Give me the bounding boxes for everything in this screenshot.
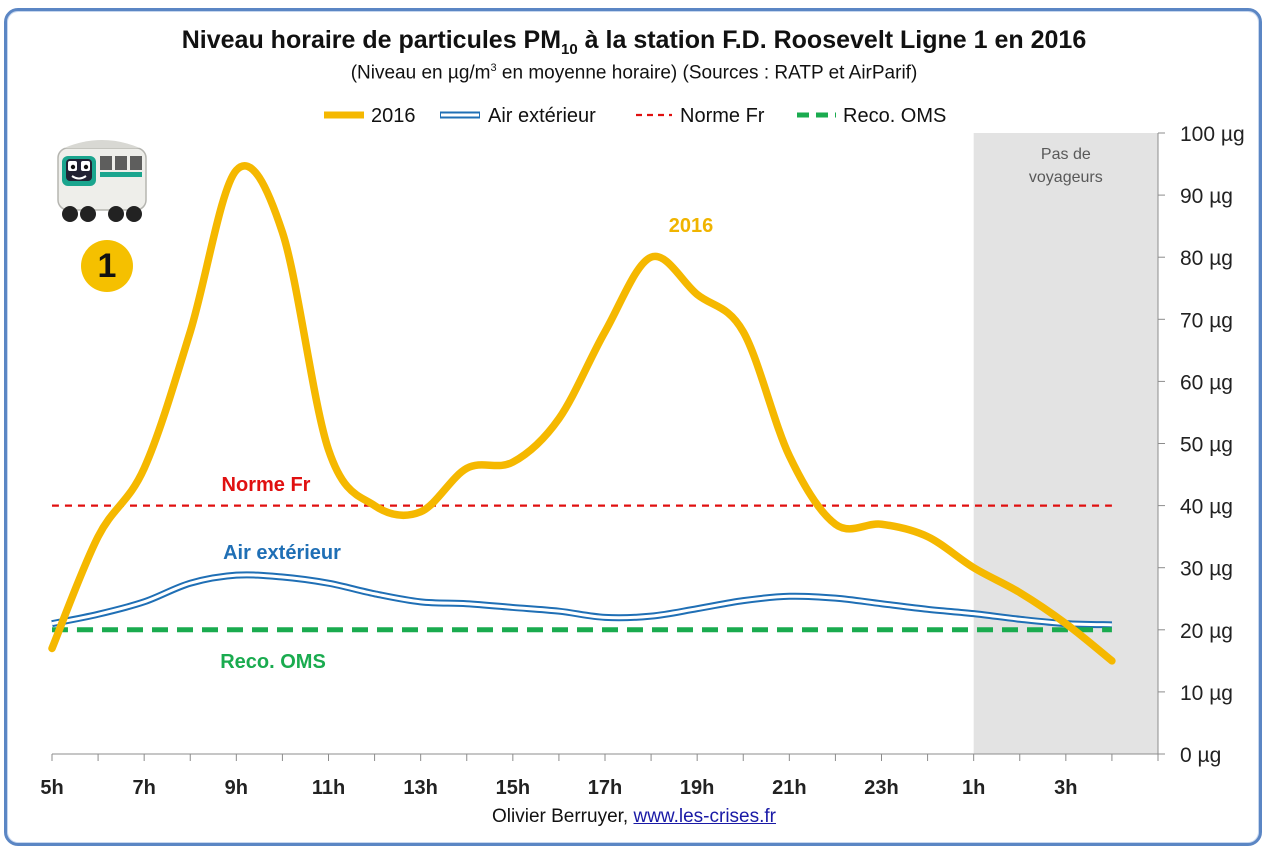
x-tick-label: 3h bbox=[1054, 777, 1077, 799]
x-tick-label: 7h bbox=[132, 777, 155, 799]
series-2016-label: 2016 bbox=[669, 215, 714, 237]
y-tick-label: 10 µg bbox=[1180, 682, 1233, 705]
x-tick-label: 1h bbox=[962, 777, 985, 799]
x-tick-label: 19h bbox=[680, 777, 714, 799]
legend-label: 2016 bbox=[371, 105, 416, 127]
chart-subtitle: (Niveau en µg/m3 en moyenne horaire) (So… bbox=[350, 62, 918, 84]
no-passenger-band bbox=[973, 133, 1158, 754]
y-tick-label: 20 µg bbox=[1180, 620, 1233, 643]
y-tick-label: 60 µg bbox=[1180, 371, 1233, 394]
x-tick-label: 5h bbox=[40, 777, 63, 799]
x-tick-label: 15h bbox=[496, 777, 530, 799]
x-tick-label: 17h bbox=[588, 777, 622, 799]
x-tick-label: 13h bbox=[403, 777, 437, 799]
y-tick-label: 100 µg bbox=[1180, 123, 1245, 146]
legend-label: Air extérieur bbox=[488, 105, 596, 127]
x-tick-label: 9h bbox=[225, 777, 248, 799]
legend-label: Norme Fr bbox=[680, 105, 765, 127]
x-tick-label: 11h bbox=[312, 777, 345, 799]
y-tick-label: 30 µg bbox=[1180, 558, 1233, 581]
credit-line: Olivier Berruyer, www.les-crises.fr bbox=[0, 806, 1268, 828]
chart-title: Niveau horaire de particules PM10 à la s… bbox=[181, 26, 1087, 58]
x-tick-label: 23h bbox=[864, 777, 898, 799]
credit-link[interactable]: www.les-crises.fr bbox=[633, 806, 776, 827]
y-tick-label: 80 µg bbox=[1180, 247, 1233, 270]
y-tick-label: 0 µg bbox=[1180, 744, 1221, 767]
metro-line-badge: 1 bbox=[81, 240, 133, 292]
norme-fr-label: Norme Fr bbox=[222, 474, 311, 496]
series-2016-line bbox=[48, 162, 1116, 665]
shaded-label: Pas de bbox=[1041, 146, 1091, 163]
y-tick-label: 50 µg bbox=[1180, 434, 1233, 457]
metro-train-icon bbox=[57, 140, 147, 222]
series-air-exterieur-inner bbox=[51, 573, 1112, 627]
y-tick-label: 70 µg bbox=[1180, 309, 1233, 332]
legend-label: Reco. OMS bbox=[843, 105, 946, 127]
x-tick-label: 21h bbox=[772, 777, 806, 799]
air-exterieur-label: Air extérieur bbox=[223, 542, 341, 564]
series-air-exterieur-line bbox=[51, 571, 1113, 629]
y-tick-label: 40 µg bbox=[1180, 496, 1233, 519]
credit-author: Olivier Berruyer, bbox=[492, 806, 634, 827]
shaded-label: voyageurs bbox=[1029, 169, 1103, 186]
y-tick-label: 90 µg bbox=[1180, 185, 1233, 208]
reco-oms-label: Reco. OMS bbox=[220, 651, 326, 673]
